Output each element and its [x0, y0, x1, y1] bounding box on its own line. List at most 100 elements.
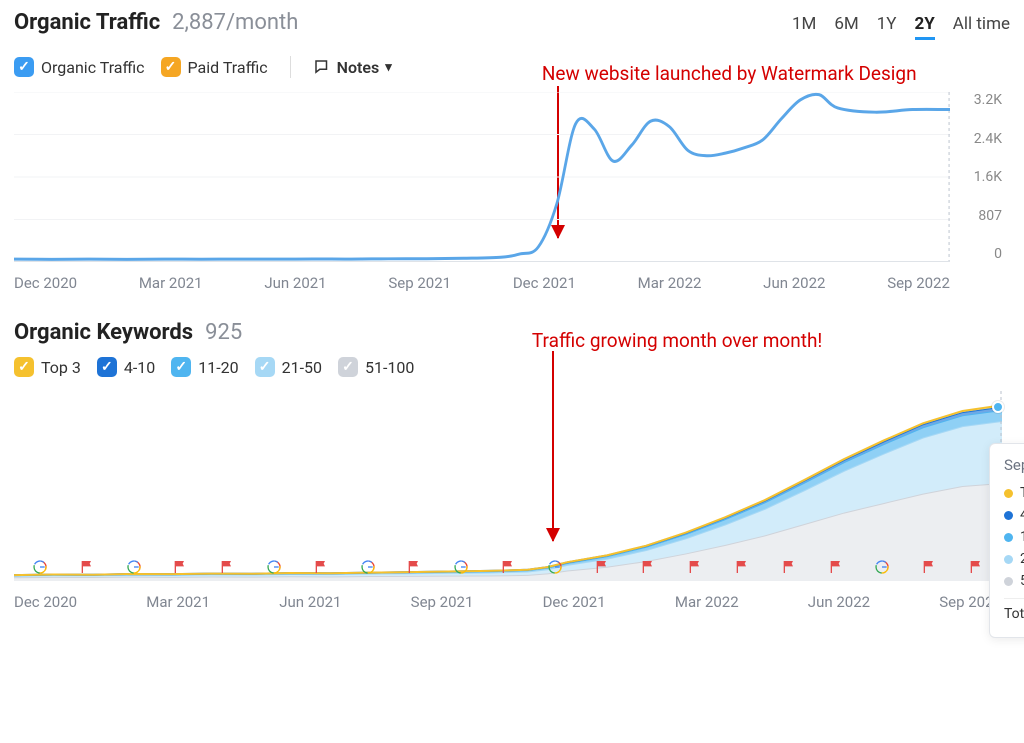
color-dot [1004, 555, 1013, 564]
tooltip-row: Top 3 7 [1004, 482, 1024, 504]
notes-button[interactable]: Notes ▾ [313, 58, 392, 77]
legend-top3[interactable]: ✓ Top 3 [14, 357, 81, 377]
tooltip-row-label: 11-20 [1020, 529, 1024, 545]
checkbox-icon: ✓ [97, 357, 117, 377]
flag-icon[interactable] [406, 559, 422, 575]
legend-label: Top 3 [41, 358, 81, 377]
keywords-title: Organic Keywords [14, 320, 193, 345]
keywords-plot-svg [14, 391, 1002, 581]
keywords-chart-container: September 2022 Top 3 7 4-10 18 11-20 58 … [14, 391, 1010, 611]
flag-icon[interactable] [687, 559, 703, 575]
legend-r11_20[interactable]: ✓ 11-20 [171, 357, 238, 377]
x-tick: Sep 2021 [411, 593, 474, 611]
traffic-x-axis: Dec 2020Mar 2021Jun 2021Sep 2021Dec 2021… [14, 262, 950, 292]
google-update-icon[interactable] [360, 559, 376, 575]
tooltip-row: 21-50 326 [1004, 548, 1024, 570]
traffic-annotation: New website launched by Watermark Design [542, 62, 917, 85]
y-tick: 807 [974, 208, 1002, 224]
y-tick: 1.6K [974, 169, 1002, 185]
x-tick: Jun 2022 [763, 274, 825, 292]
checkbox-icon: ✓ [14, 57, 34, 77]
keywords-annotation: Traffic growing month over month! [532, 329, 822, 352]
color-dot [1004, 511, 1013, 520]
keywords-tooltip: September 2022 Top 3 7 4-10 18 11-20 58 … [989, 443, 1024, 638]
traffic-chart[interactable]: 3.2K 2.4K 1.6K 807 0 [14, 92, 950, 262]
legend-paid-label: Paid Traffic [188, 58, 268, 77]
keywords-header: Organic Keywords 925 [14, 320, 1010, 345]
flag-icon[interactable] [828, 559, 844, 575]
color-dot [1004, 577, 1013, 586]
checkbox-icon: ✓ [171, 357, 191, 377]
time-range-1m[interactable]: 1M [792, 14, 816, 40]
legend-r21_50[interactable]: ✓ 21-50 [255, 357, 322, 377]
x-axis-markers [14, 559, 1002, 577]
tooltip-total-label: Total [1004, 606, 1024, 622]
google-update-icon[interactable] [547, 559, 563, 575]
flag-icon[interactable] [781, 559, 797, 575]
keywords-legend: ✓ Top 3 ✓ 4-10 ✓ 11-20 ✓ 21-50 ✓ 51-100 [14, 357, 1010, 377]
time-range-6m[interactable]: 6M [834, 14, 858, 40]
divider [290, 56, 291, 78]
color-dot [1004, 533, 1013, 542]
hover-dot [992, 401, 1004, 413]
checkbox-icon: ✓ [14, 357, 34, 377]
x-tick: Mar 2021 [139, 274, 203, 292]
flag-icon[interactable] [968, 559, 984, 575]
traffic-plot-svg [14, 92, 950, 262]
time-range-2y[interactable]: 2Y [915, 14, 935, 40]
google-update-icon[interactable] [874, 559, 890, 575]
tooltip-title: September 2022 [1004, 456, 1024, 474]
x-tick: Mar 2022 [675, 593, 739, 611]
x-tick: Jun 2022 [808, 593, 870, 611]
legend-paid[interactable]: ✓ Paid Traffic [161, 57, 268, 77]
x-tick: Mar 2021 [146, 593, 210, 611]
checkbox-icon: ✓ [255, 357, 275, 377]
note-icon [313, 58, 331, 76]
legend-label: 11-20 [198, 358, 238, 377]
google-update-icon[interactable] [126, 559, 142, 575]
flag-icon[interactable] [79, 559, 95, 575]
tooltip-row: 11-20 58 [1004, 526, 1024, 548]
google-update-icon[interactable] [266, 559, 282, 575]
traffic-title: Organic Traffic [14, 10, 160, 35]
x-tick: Mar 2022 [638, 274, 702, 292]
organic-traffic-section: Organic Traffic 2,887/month 1M 6M 1Y 2Y … [14, 10, 1010, 292]
x-tick: Dec 2021 [543, 593, 606, 611]
keywords-x-axis: Dec 2020 Mar 2021 Jun 2021 Sep 2021 Dec 2021… [14, 581, 1002, 611]
legend-r4_10[interactable]: ✓ 4-10 [97, 357, 155, 377]
flag-icon[interactable] [172, 559, 188, 575]
keywords-chart-wrap: Traffic growing month over month! Septem… [14, 391, 1010, 611]
x-tick: Dec 2020 [14, 593, 77, 611]
tooltip-row-label: 4-10 [1020, 507, 1024, 523]
y-tick: 0 [974, 246, 1002, 262]
x-tick: Dec 2021 [513, 274, 576, 292]
time-range-selector: 1M 6M 1Y 2Y All time [792, 14, 1010, 40]
traffic-metric: 2,887/month [172, 10, 298, 35]
flag-icon[interactable] [734, 559, 750, 575]
time-range-1y[interactable]: 1Y [877, 14, 897, 40]
keywords-chart[interactable]: September 2022 Top 3 7 4-10 18 11-20 58 … [14, 391, 1002, 581]
time-range-all[interactable]: All time [953, 14, 1010, 40]
legend-label: 4-10 [124, 358, 155, 377]
flag-icon[interactable] [640, 559, 656, 575]
legend-label: 51-100 [365, 358, 414, 377]
checkbox-icon: ✓ [338, 357, 358, 377]
legend-r51_100[interactable]: ✓ 51-100 [338, 357, 414, 377]
keywords-metric: 925 [205, 320, 242, 345]
legend-organic-label: Organic Traffic [41, 58, 145, 77]
x-tick: Sep 2022 [887, 274, 950, 292]
flag-icon[interactable] [313, 559, 329, 575]
google-update-icon[interactable] [32, 559, 48, 575]
tooltip-row-label: Top 3 [1020, 485, 1024, 501]
flag-icon[interactable] [921, 559, 937, 575]
organic-keywords-section: Organic Keywords 925 ✓ Top 3 ✓ 4-10 ✓ 11… [14, 320, 1010, 611]
traffic-chart-container: 3.2K 2.4K 1.6K 807 0 Dec 2020Mar 2021Jun… [14, 92, 1010, 292]
flag-icon[interactable] [594, 559, 610, 575]
flag-icon[interactable] [219, 559, 235, 575]
x-tick: Jun 2021 [264, 274, 326, 292]
chevron-down-icon: ▾ [385, 60, 392, 75]
legend-organic[interactable]: ✓ Organic Traffic [14, 57, 145, 77]
x-tick: Jun 2021 [279, 593, 341, 611]
flag-icon[interactable] [500, 559, 516, 575]
google-update-icon[interactable] [453, 559, 469, 575]
